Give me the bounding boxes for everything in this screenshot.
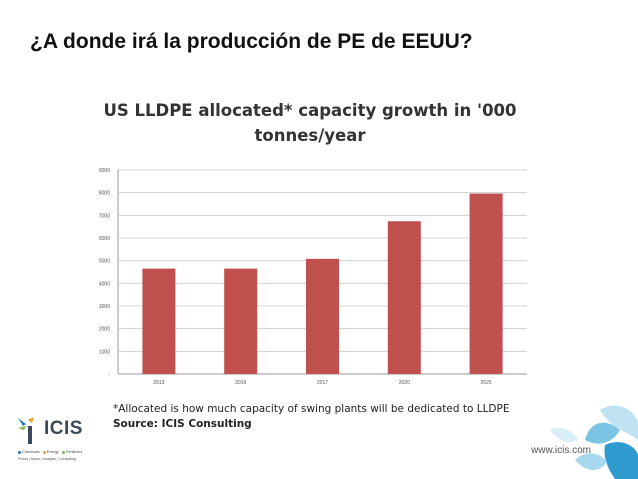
tag-dot-icon (42, 450, 46, 454)
y-tick-label: 6000 (99, 236, 110, 242)
chart-x-ticks: 2013 2016 2017 2020 2025 (153, 380, 492, 386)
source-text: Source: ICIS Consulting (113, 418, 252, 430)
logo-tags: Chemicals Energy Fertilizers (16, 450, 82, 454)
bar-2016 (224, 268, 258, 374)
x-tick-label: 2016 (235, 380, 246, 386)
decorative-petals-icon (550, 405, 638, 479)
chart-title: US LLDPE allocated* capacity growth in '… (90, 98, 530, 148)
chart-gridlines (117, 169, 527, 375)
logo-tag: Energy (46, 450, 59, 454)
y-tick-label: - (108, 372, 110, 378)
bar-2020 (387, 221, 421, 374)
x-tick-label: 2025 (481, 380, 492, 386)
y-tick-label: 1000 (99, 349, 110, 355)
y-tick-label: 8000 (99, 191, 110, 197)
y-tick-label: 2000 (99, 327, 110, 333)
icis-logo: ICIS Chemicals Energy Fertilizers Prices… (14, 412, 124, 468)
site-url[interactable]: www.icis.com (531, 445, 592, 456)
y-tick-label: 4000 (99, 281, 110, 287)
chart-title-line-2: tonnes/year (254, 126, 366, 145)
y-tick-label: 9000 (99, 168, 110, 174)
y-tick-label: 3000 (99, 304, 110, 310)
y-tick-label: 7000 (99, 213, 110, 219)
x-tick-label: 2013 (153, 380, 164, 386)
footnote-text: *Allocated is how much capacity of swing… (113, 403, 510, 415)
chart-y-ticks: - 1000 2000 3000 4000 5000 6000 7000 8000 9000 (99, 168, 110, 378)
bar-2025 (469, 193, 503, 374)
chart-bars (142, 193, 503, 374)
bar-2013 (142, 268, 176, 374)
chart-title-line-1: US LLDPE allocated* capacity growth in '… (103, 101, 517, 120)
icis-logo-mark-icon (18, 417, 34, 444)
logo-tag: Fertilizers (65, 450, 83, 454)
tag-dot-icon (18, 450, 21, 454)
logo-tag: Chemicals (22, 450, 40, 454)
y-tick-label: 5000 (99, 259, 110, 265)
slide-title: ¿A donde irá la producción de PE de EEUU… (30, 30, 473, 53)
chart-footnote: *Allocated is how much capacity of swing… (113, 402, 509, 432)
bar-2017 (306, 258, 339, 374)
logo-subtitle: Prices | News | Analysis | Consulting (18, 457, 76, 461)
tag-dot-icon (61, 450, 65, 454)
x-tick-label: 2017 (317, 380, 328, 386)
logo-text: ICIS (44, 418, 83, 439)
x-tick-label: 2020 (399, 380, 410, 386)
